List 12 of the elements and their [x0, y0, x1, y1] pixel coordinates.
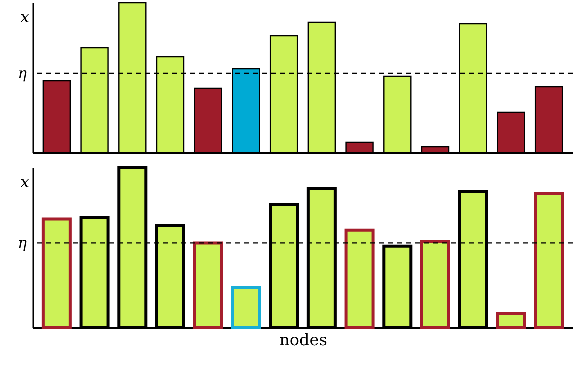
y-axis-title: x — [20, 172, 30, 192]
y-axis-title: x — [20, 8, 30, 26]
ref-line-label: η — [18, 234, 27, 252]
bar — [193, 242, 224, 330]
bar — [231, 286, 262, 330]
bar — [534, 192, 564, 330]
bar — [496, 312, 526, 330]
x-axis-title: nodes — [280, 330, 328, 350]
bar — [420, 240, 450, 330]
bar — [344, 228, 375, 330]
bar — [42, 218, 72, 330]
ref-line-label: η — [18, 64, 27, 82]
